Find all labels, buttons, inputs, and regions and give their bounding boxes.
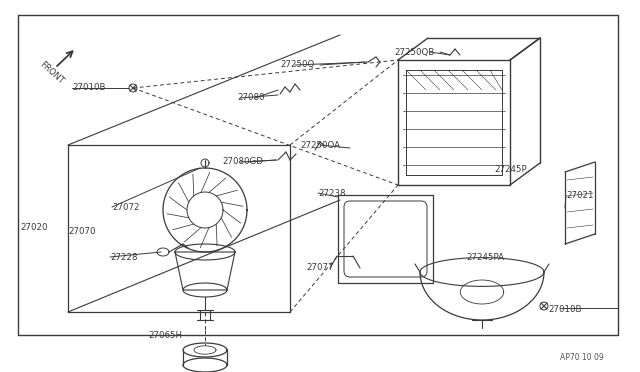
Text: 27080GD: 27080GD [222,157,263,167]
Text: 27070: 27070 [68,228,95,237]
Text: 27072: 27072 [112,202,140,212]
Text: 27010B: 27010B [548,305,582,314]
Text: 27010B: 27010B [72,83,106,93]
Text: 27250OA: 27250OA [300,141,340,150]
Text: 27238: 27238 [318,189,346,198]
Text: FRONT: FRONT [38,60,65,86]
Text: 27245P: 27245P [494,166,527,174]
Text: 27021: 27021 [566,190,593,199]
Text: AP70 10 09: AP70 10 09 [560,353,604,362]
Text: 27020: 27020 [20,224,47,232]
Text: 27245PA: 27245PA [466,253,504,263]
Text: 27250Q: 27250Q [280,61,314,70]
Text: 27077: 27077 [306,263,333,273]
Text: 27080: 27080 [237,93,264,103]
Text: 27250QB: 27250QB [394,48,435,57]
Text: 27228: 27228 [110,253,138,262]
Text: 27065H: 27065H [148,331,182,340]
